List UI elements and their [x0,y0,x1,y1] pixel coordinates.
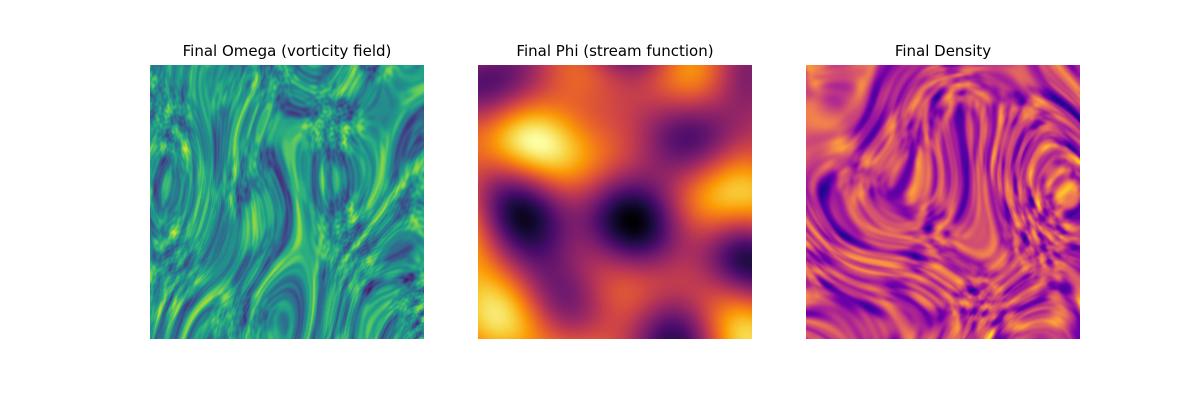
omega-panel: Final Omega (vorticity field) [150,38,424,339]
phi-title: Final Phi (stream function) [516,42,714,60]
omega-title: Final Omega (vorticity field) [182,42,392,60]
omega-heatmap [150,65,424,339]
density-title: Final Density [894,42,992,60]
density-panel: Final Density [806,38,1080,339]
phi-panel: Final Phi (stream function) [478,38,752,339]
phi-heatmap [478,65,752,339]
density-heatmap [806,65,1080,339]
